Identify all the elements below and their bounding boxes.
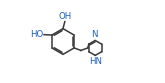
Text: N: N: [92, 30, 98, 39]
Text: HO: HO: [30, 30, 43, 39]
Text: OH: OH: [58, 12, 72, 21]
Text: HN: HN: [89, 57, 102, 66]
